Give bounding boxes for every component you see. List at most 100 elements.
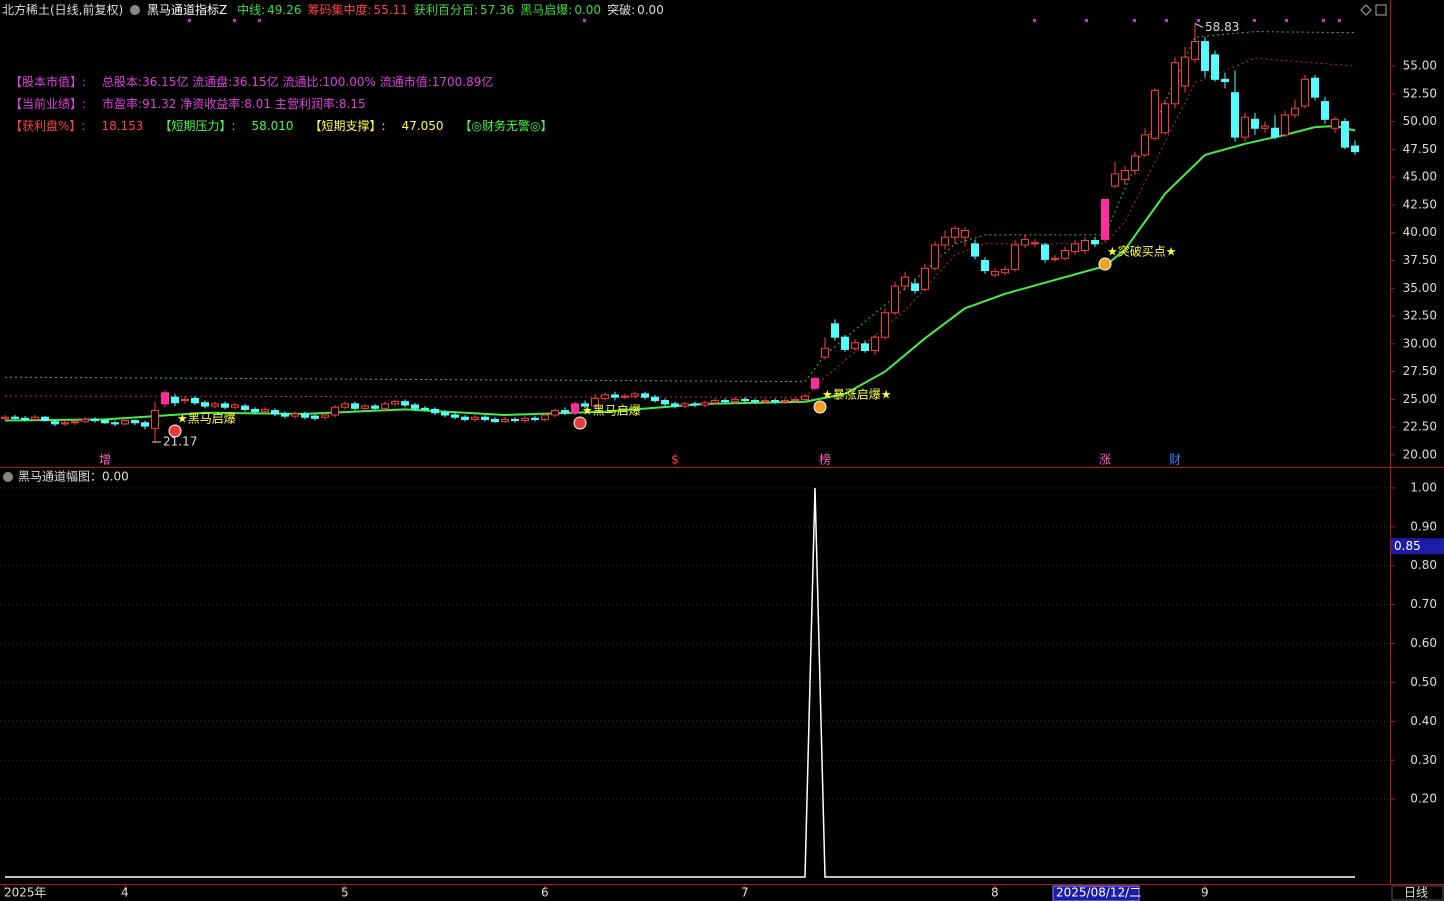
x-tick-label: 8: [991, 886, 999, 900]
signal-dot: [188, 19, 191, 22]
candle-body: [71, 421, 79, 424]
candle-body: [1311, 77, 1319, 98]
event-marker: 榜: [819, 452, 831, 467]
candle-body: [1251, 118, 1259, 129]
candle-body: [771, 400, 779, 403]
readout-label: 筹码集中度:: [307, 3, 372, 17]
candle-body: [171, 396, 179, 404]
candle-body: [791, 398, 799, 402]
candle-body: [261, 408, 269, 413]
signal-label: ★暴涨启爆★: [822, 386, 892, 401]
candle-body: [1, 416, 9, 419]
candle-body: [501, 418, 509, 423]
period-label: 日线: [1404, 886, 1428, 900]
candle-body: [311, 415, 319, 419]
candle-body: [281, 413, 289, 417]
candle-body: [251, 408, 259, 413]
candle-body: [391, 401, 399, 405]
candle-body: [301, 413, 309, 418]
event-marker: 增: [99, 453, 111, 467]
candle-body: [751, 400, 759, 403]
info-text: 【短期支撑】:: [309, 119, 386, 133]
candle-body: [621, 395, 629, 398]
candle-body: [471, 416, 479, 420]
info-text: 【获利盘%】:: [10, 119, 86, 133]
icon[interactable]: [3, 472, 13, 482]
y-tick-label: 32.50: [1403, 309, 1437, 323]
info-text: 【股本市值】:: [10, 75, 87, 89]
signal-dot: [1085, 19, 1088, 22]
signal-dot: [583, 19, 586, 22]
info-text: 【◎财务无警◎】: [459, 119, 553, 133]
info-text: 47.050: [401, 119, 444, 133]
candle-body: [1231, 92, 1239, 138]
icon[interactable]: [130, 5, 140, 15]
candle-body: [561, 410, 569, 414]
readout-value: 0.00: [574, 3, 602, 17]
candle-body: [1331, 118, 1339, 129]
candle-body: [991, 271, 999, 276]
y-tick-label: 0.20: [1410, 792, 1437, 806]
candle-body: [761, 400, 769, 403]
signal-dot: [1133, 19, 1136, 22]
readout-value: 55.11: [373, 3, 408, 17]
candle-body: [931, 244, 939, 269]
candle-body: [971, 243, 979, 257]
candle-body: [951, 227, 959, 238]
candle-body: [1001, 268, 1009, 274]
y-tick-label: 30.00: [1403, 336, 1437, 350]
icon[interactable]: [1375, 4, 1387, 16]
readout-label: 获利百分百:: [413, 3, 478, 17]
candle-body: [431, 408, 439, 414]
info-text: 【短期压力】:: [159, 119, 236, 133]
candle-body: [361, 405, 369, 409]
candle-body: [671, 403, 679, 407]
candle-body: [961, 229, 969, 238]
candle-body: [1191, 41, 1199, 60]
candle-body: [131, 420, 139, 424]
cursor-value-box: [1391, 538, 1444, 555]
candle-body: [631, 393, 639, 397]
candle-body: [871, 336, 879, 352]
candle-body: [851, 342, 859, 349]
candle-body: [981, 260, 989, 272]
y-tick-label: 45.00: [1403, 170, 1437, 184]
candle-body: [51, 421, 59, 425]
candle-body: [1101, 198, 1109, 240]
candle-body: [1051, 257, 1059, 260]
candle-body: [61, 422, 69, 425]
signal-label: ★突破买点★: [1107, 244, 1177, 259]
event-marker: 财: [1169, 453, 1181, 467]
y-tick-label: 55.00: [1403, 59, 1437, 73]
signal-dot: [1285, 19, 1288, 22]
candle-body: [821, 347, 829, 358]
candle-body: [271, 410, 279, 415]
y-tick-label: 22.50: [1403, 420, 1437, 434]
candle-body: [1071, 243, 1079, 253]
icon[interactable]: [1360, 4, 1372, 16]
candle-body: [1321, 101, 1329, 120]
signal-icon: [573, 416, 587, 430]
candle-body: [1281, 114, 1289, 136]
candle-body: [161, 392, 169, 405]
x-tick-label: 4: [121, 886, 129, 900]
candle-body: [221, 403, 229, 408]
candle-body: [861, 343, 869, 352]
candle-body: [921, 267, 929, 290]
signal-dot: [1165, 19, 1168, 22]
candle-body: [641, 393, 649, 398]
candle-body: [601, 394, 609, 399]
candle-body: [1181, 56, 1189, 87]
candle-body: [581, 403, 589, 407]
candle-body: [481, 416, 489, 420]
candle-body: [1271, 127, 1279, 138]
cursor-value: 0.85: [1394, 539, 1421, 553]
candle-body: [491, 418, 499, 423]
header: 北方稀土(日线,前复权) 黑马通道指标Z 中线: 49.26 筹码集中度: 55.11…: [2, 2, 670, 18]
candle-body: [1261, 125, 1269, 129]
y-tick-label: 0.40: [1410, 714, 1437, 728]
candle-body: [1061, 250, 1069, 259]
candle-body: [451, 414, 459, 418]
candle-body: [1091, 239, 1099, 245]
high-label: 58.83: [1205, 20, 1239, 34]
